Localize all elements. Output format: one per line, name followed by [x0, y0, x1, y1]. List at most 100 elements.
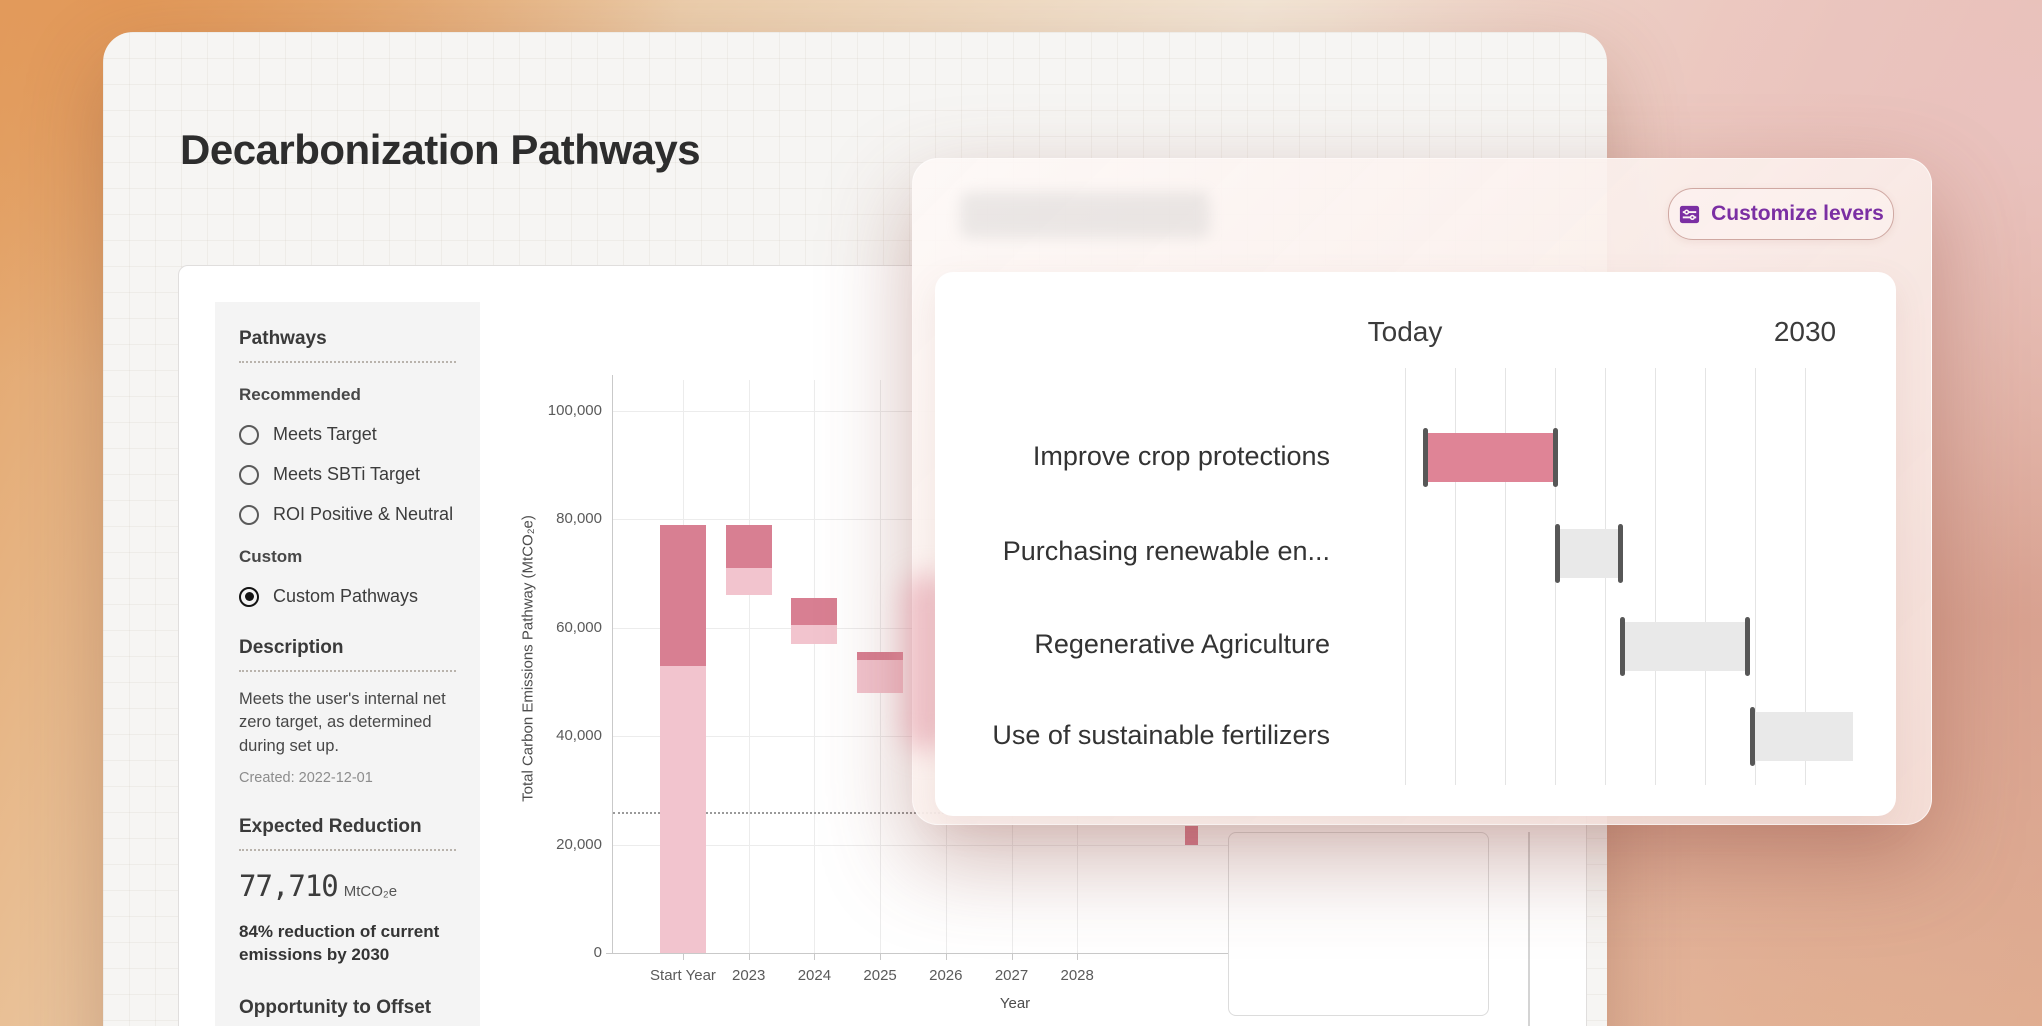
option-group-label: Recommended	[239, 385, 361, 404]
gantt-bar-handle-right[interactable]	[1617, 523, 1623, 583]
gantt-gridline	[1805, 368, 1806, 785]
radio-unselected-icon	[239, 504, 259, 525]
pathway-radio-meets-sbti-target[interactable]: Meets SBTi Target	[239, 464, 456, 485]
x-tick-mark	[1011, 953, 1013, 960]
created-date: Created: 2022-12-01	[239, 770, 373, 787]
x-tick-mark	[748, 953, 750, 960]
background-panel	[1228, 832, 1489, 1016]
y-tick-label: 20,000	[556, 835, 602, 853]
y-tick-label: 40,000	[556, 727, 602, 745]
waterfall-bar-segment	[857, 660, 904, 693]
waterfall-bar-segment	[791, 625, 838, 645]
x-tick-label: 2028	[1060, 967, 1094, 984]
expected-reduction-unit: MtCO₂e	[343, 883, 398, 901]
gantt-header-2030: 2030	[1773, 316, 1837, 347]
levers-gantt-card	[935, 272, 1896, 816]
radio-label: Custom Pathways	[273, 586, 419, 606]
gantt-row-label: Use of sustainable fertilizers	[992, 719, 1330, 750]
gridline-x	[814, 380, 816, 953]
x-axis-title: Year	[999, 995, 1031, 1012]
expected-reduction-title: Expected Reduction	[239, 816, 422, 838]
waterfall-bar-segment	[791, 597, 838, 626]
radio-label: ROI Positive & Neutral	[273, 504, 454, 524]
waterfall-bar-segment	[725, 524, 772, 569]
x-tick-label: Start Year	[650, 967, 716, 984]
gridline-x	[748, 380, 750, 953]
radio-unselected-icon	[239, 464, 259, 485]
y-tick-label: 80,000	[556, 510, 602, 528]
gantt-bar-handle-left[interactable]	[1555, 523, 1560, 583]
pathways-sidebar: Pathways Recommended Meets Target Meets SB…	[215, 302, 480, 1026]
x-tick-label: 2023	[732, 967, 766, 984]
gantt-gridline	[1705, 368, 1706, 785]
x-tick-mark	[814, 953, 816, 960]
pathway-radio-meets-target[interactable]: Meets Target	[239, 424, 456, 445]
gantt-row-label: Regenerative Agriculture	[1034, 629, 1330, 659]
x-tick-label: 2027	[994, 967, 1029, 984]
gridline-y	[612, 844, 1240, 846]
gantt-gridline	[1655, 368, 1656, 785]
waterfall-bar-segment	[725, 568, 772, 596]
sidebar-title: Pathways	[239, 328, 327, 349]
y-tick-label: 0	[593, 944, 602, 961]
x-tick-label: 2024	[797, 967, 832, 984]
waterfall-final-bar	[1184, 825, 1198, 845]
divider	[239, 670, 456, 672]
x-tick-mark	[683, 953, 684, 960]
pathway-radio-roi-positive-neutral[interactable]: ROI Positive & Neutral	[239, 504, 456, 525]
expected-reduction-note: 84% reduction of current emissions by 20…	[239, 922, 440, 965]
waterfall-bar-segment	[660, 665, 706, 953]
page-title: Decarbonization Pathways	[180, 126, 701, 173]
gantt-gridline	[1755, 368, 1756, 785]
settings-adjust-icon	[1680, 205, 1700, 223]
divider	[239, 361, 456, 363]
x-tick-mark	[880, 953, 882, 960]
gantt-bar-regenerative-agriculture[interactable]	[1622, 621, 1748, 671]
waterfall-bar-segment	[857, 652, 904, 661]
gantt-row-label: Improve crop protections	[1032, 440, 1330, 471]
gantt-bar-use-of-sustainable-fertilizers[interactable]	[1752, 712, 1853, 761]
levers-gantt-chart: Today 2030 Improve crop protections Purchas…	[935, 272, 1896, 816]
x-tick-label: 2026	[929, 967, 963, 984]
gantt-bar-handle-left[interactable]	[1750, 707, 1755, 766]
customize-levers-button[interactable]: Customize levers	[1668, 188, 1894, 240]
divider	[239, 849, 456, 852]
description-body: Meets the user's internal net zero targe…	[239, 690, 446, 755]
gantt-gridline	[1455, 368, 1456, 785]
radio-selected-icon	[239, 586, 259, 607]
x-axis-line	[606, 953, 1240, 954]
customize-levers-label: Customize levers	[1711, 202, 1884, 225]
gantt-bar-handle-right[interactable]	[1552, 428, 1558, 487]
gantt-bar-handle-left[interactable]	[1620, 616, 1625, 676]
y-tick-label: 100,000	[547, 402, 602, 419]
waterfall-bar-segment	[660, 524, 706, 666]
radio-label: Meets SBTi Target	[273, 464, 421, 484]
expected-reduction-value: 77,710	[239, 869, 339, 904]
y-axis-line	[612, 375, 613, 953]
gantt-bar-handle-left[interactable]	[1422, 428, 1428, 487]
gantt-row-label: Purchasing renewable en...	[1002, 536, 1330, 566]
blurred-toolbar-remnant	[960, 192, 1210, 238]
gantt-gridline	[1405, 368, 1406, 785]
description-title: Description	[239, 637, 344, 658]
gantt-bar-purchasing-renewable-en-[interactable]	[1557, 528, 1620, 578]
x-tick-label: 2025	[863, 967, 897, 984]
pathway-radio-custom-pathways[interactable]: Custom Pathways	[239, 586, 456, 607]
radio-unselected-icon	[239, 424, 259, 445]
y-axis-title: Total Carbon Emissions Pathway (MtCO₂e)	[519, 515, 537, 802]
gantt-bar-handle-right[interactable]	[1745, 616, 1750, 676]
pathway-options: Recommended Meets Target Meets SBTi Target…	[239, 385, 456, 607]
gantt-header-today: Today	[1367, 316, 1443, 347]
x-tick-mark	[945, 953, 947, 960]
gantt-bar-improve-crop-protections[interactable]	[1425, 433, 1555, 482]
radio-label: Meets Target	[273, 424, 377, 444]
radio-dot	[244, 592, 254, 601]
gantt-gridline	[1505, 368, 1506, 785]
option-group-label: Custom	[239, 547, 303, 566]
offset-title: Opportunity to Offset	[239, 997, 432, 1019]
y-tick-label: 60,000	[556, 618, 602, 636]
x-tick-mark	[1077, 953, 1079, 960]
panel-divider	[1528, 832, 1530, 1026]
